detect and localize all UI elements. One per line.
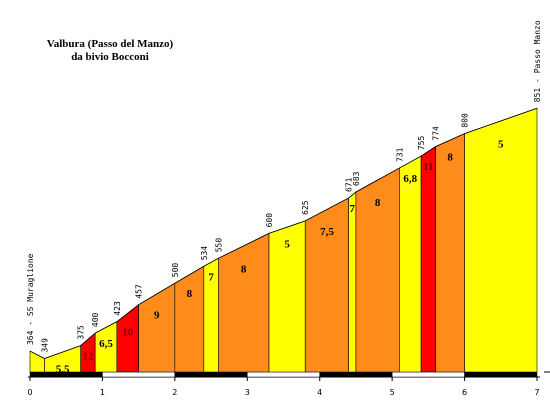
elevation-label: 731 xyxy=(395,147,404,162)
segment xyxy=(174,265,205,373)
grade-label: 7,5 xyxy=(320,226,334,238)
chart-subtitle: da bivio Bocconi xyxy=(71,51,149,63)
scale-bar xyxy=(391,371,465,378)
grade-label: 11 xyxy=(423,161,433,173)
elevation-label: 800 xyxy=(461,113,470,128)
segment xyxy=(399,155,422,373)
scale-bar xyxy=(464,371,538,378)
segment xyxy=(348,191,357,373)
elevation-label: 423 xyxy=(113,301,122,316)
x-tick-label: 1 xyxy=(100,388,105,397)
elevation-label: 671 xyxy=(345,177,354,192)
x-tick-label: 0 xyxy=(27,388,32,397)
grade-label: 9 xyxy=(154,310,160,322)
elevation-label: 755 xyxy=(417,135,426,150)
segment xyxy=(304,197,349,373)
elevation-label: 349 xyxy=(40,338,49,353)
x-tick-label: 7 xyxy=(534,388,539,397)
x-tick-label: 2 xyxy=(172,388,177,397)
grade-label: 8 xyxy=(241,263,247,275)
x-tick-label: 6 xyxy=(462,388,467,397)
scale-bar xyxy=(247,371,320,378)
grade-label: 8 xyxy=(375,197,381,209)
grade-label: 6,5 xyxy=(99,338,113,350)
elevation-label: 683 xyxy=(352,171,361,186)
segment xyxy=(435,133,465,373)
start-label: 364 - SS Muraglione xyxy=(26,253,35,345)
grade-label: 7 xyxy=(208,271,214,283)
elevation-label: 534 xyxy=(200,246,209,261)
end-label: 851 - Passo Manzo xyxy=(533,20,542,102)
scale-bar xyxy=(174,371,248,378)
grade-label: 12 xyxy=(82,351,94,363)
scale-bar xyxy=(319,371,393,378)
elevation-label: 457 xyxy=(135,284,144,299)
x-tick-label: 5 xyxy=(390,388,395,397)
grade-label: 5 xyxy=(498,139,504,151)
elevation-label: 400 xyxy=(91,312,100,327)
grade-label: 10 xyxy=(122,327,134,339)
elevation-label: 600 xyxy=(265,213,274,228)
grade-label: 7 xyxy=(350,203,356,215)
chart-title: Valbura (Passo del Manzo) xyxy=(47,38,174,50)
profile-line xyxy=(29,107,538,359)
grade-label: 8 xyxy=(447,152,453,164)
scale-bar xyxy=(102,371,176,378)
grade-label: 5 xyxy=(284,238,290,250)
x-tick-label: 4 xyxy=(317,388,322,397)
elevation-label: 774 xyxy=(432,126,441,141)
grade-label: 6,8 xyxy=(403,173,417,185)
grade-label: 8 xyxy=(187,288,193,300)
elevation-label: 375 xyxy=(77,325,86,340)
segment xyxy=(420,146,436,373)
elevation-label: 500 xyxy=(171,263,180,278)
elevation-label: 625 xyxy=(301,200,310,215)
x-tick-label: 3 xyxy=(245,388,250,397)
elevation-label: 550 xyxy=(214,238,223,253)
grade-label: 5,5 xyxy=(56,364,70,376)
